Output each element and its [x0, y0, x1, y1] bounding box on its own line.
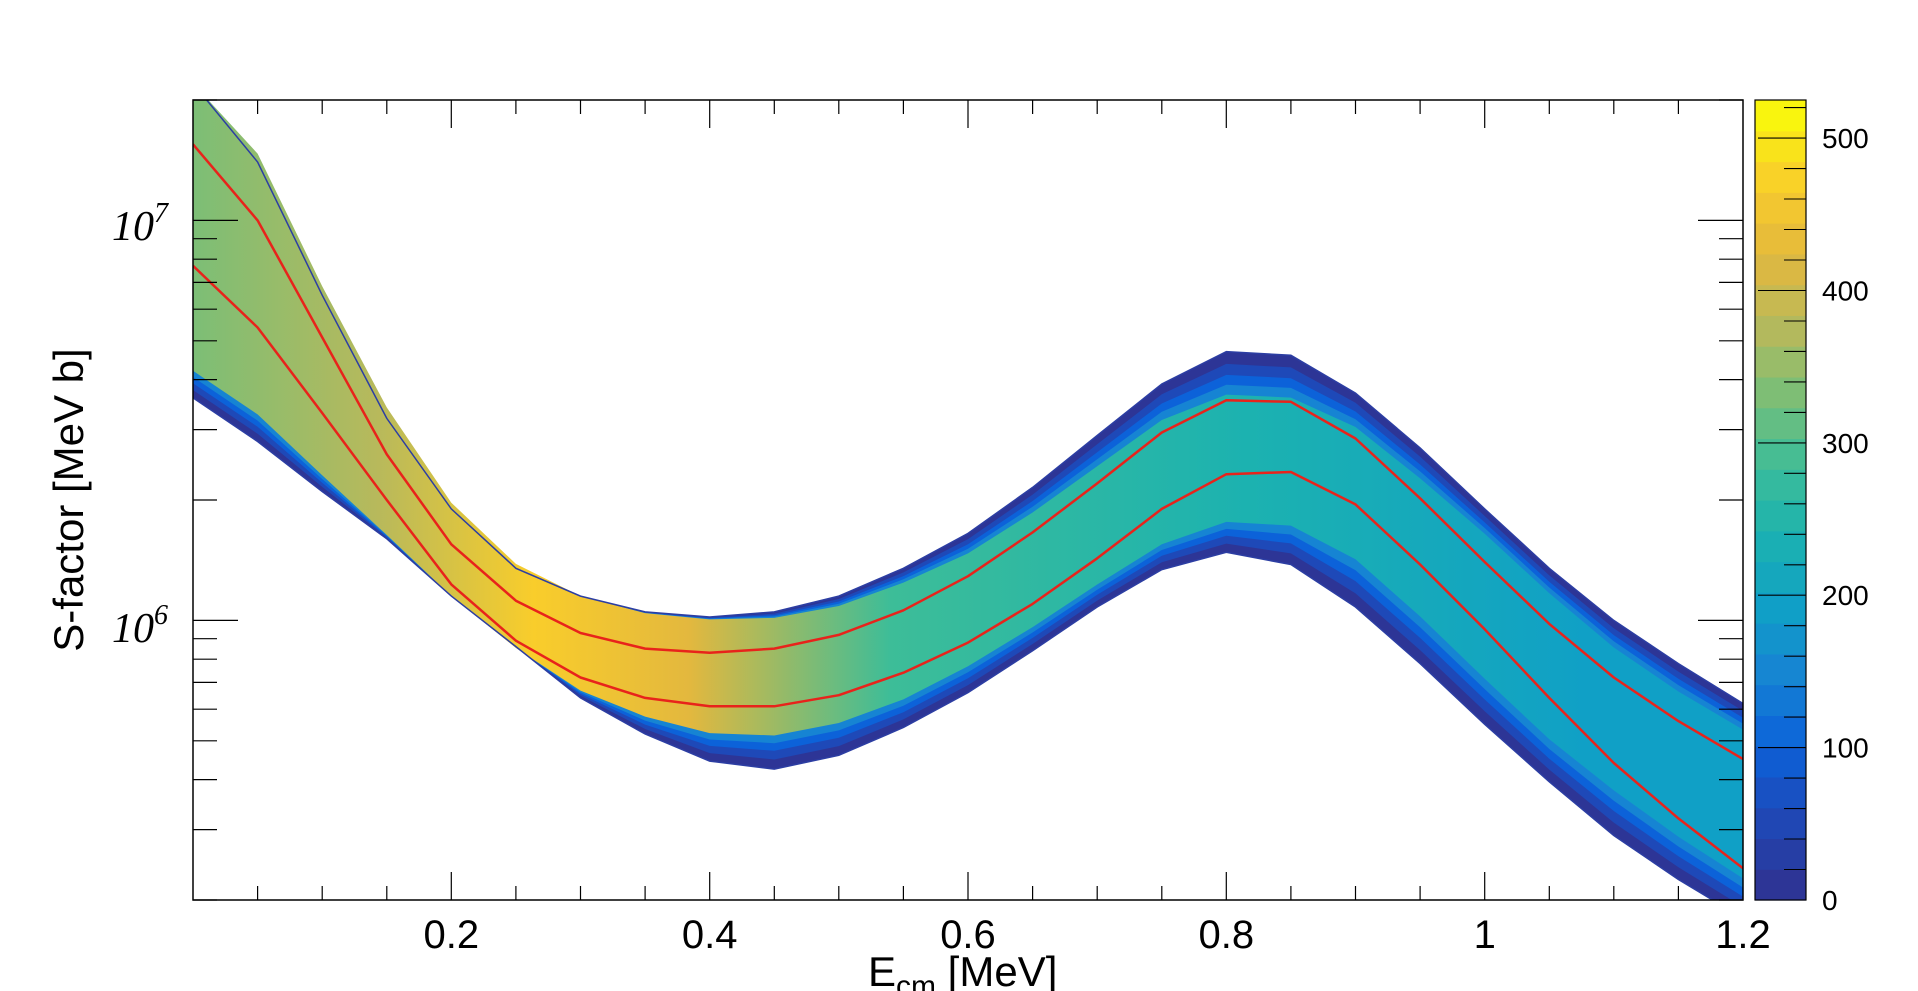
y-decade-exp-1e6: 6 [154, 600, 168, 631]
colorbar-bin [1755, 746, 1806, 778]
x-axis-title-sub: cm [896, 970, 936, 991]
colorbar [1754, 99, 1807, 901]
colorbar-bin [1755, 469, 1806, 501]
colorbar-bin [1755, 807, 1806, 840]
colorbar-bin [1755, 776, 1806, 809]
band-layer-3 [193, 100, 1743, 888]
colorbar-bin [1755, 130, 1806, 163]
x-tick-label: 0.6 [940, 913, 996, 957]
x-tick-label: 1.2 [1715, 913, 1771, 957]
x-tick-label: 1 [1474, 913, 1496, 957]
envelope-outer-upper [205, 100, 1743, 705]
colorbar-tick-label: 200 [1822, 580, 1869, 611]
y-decade-base-1e7: 10 [112, 204, 154, 250]
y-decade-base-1e6: 10 [112, 606, 154, 652]
colorbar-bin [1755, 192, 1806, 224]
colorbar-bin [1755, 623, 1806, 655]
colorbar-tick-labels: 0 100 200 300 400 500 [1822, 123, 1869, 916]
y-axis-title: S-factor [MeV b] [45, 348, 92, 651]
x-axis-title: Ecm [MeV] [868, 948, 1057, 991]
colorbar-bin [1755, 284, 1806, 316]
red-line-lower [193, 264, 1743, 870]
colorbar-tick-label: 100 [1822, 733, 1869, 764]
colorbar-bin [1755, 315, 1806, 347]
colorbar-bin [1755, 100, 1806, 132]
colorbar-bin [1755, 838, 1806, 870]
x-tick-label: 0.8 [1198, 913, 1254, 957]
colorbar-tick-label: 400 [1822, 276, 1869, 307]
colorbar-bin [1755, 253, 1806, 286]
envelope-outer-lower [193, 397, 1714, 900]
colorbar-bin [1755, 223, 1806, 255]
colorbar-bin [1755, 438, 1806, 470]
colorbar-bin [1755, 684, 1806, 716]
red-band-lines [193, 143, 1743, 870]
colorbar-tick-label: 500 [1822, 123, 1869, 154]
colorbar-bin [1755, 161, 1806, 193]
x-axis-title-main: E [868, 948, 896, 991]
density-band [193, 100, 1743, 900]
x-axis-tick-labels: 0.2 0.4 0.6 0.8 1 1.2 [423, 913, 1770, 957]
red-line-upper [193, 143, 1743, 761]
y-decade-exp-1e7: 7 [154, 198, 169, 229]
colorbar-tick-label: 300 [1822, 428, 1869, 459]
band-layer-core [193, 100, 1743, 879]
y-decade-label-1e6: 106 [112, 600, 168, 652]
x-tick-label: 0.4 [682, 913, 738, 957]
colorbar-bin [1755, 592, 1806, 624]
colorbar-bin [1755, 653, 1806, 686]
y-decade-label-1e7: 107 [112, 198, 169, 250]
x-tick-label: 0.2 [423, 913, 479, 957]
colorbar-bin [1755, 869, 1806, 901]
x-axis-title-rest: [MeV] [936, 948, 1057, 991]
y-axis-ticks [193, 99, 1743, 901]
plot-background [193, 100, 1743, 900]
colorbar-bin [1755, 530, 1806, 563]
colorbar-bin [1755, 715, 1806, 747]
colorbar-bin [1755, 561, 1806, 593]
colorbar-tick-label: 0 [1822, 885, 1838, 916]
x-axis-ticks [257, 100, 1680, 900]
colorbar-bin [1755, 500, 1806, 532]
